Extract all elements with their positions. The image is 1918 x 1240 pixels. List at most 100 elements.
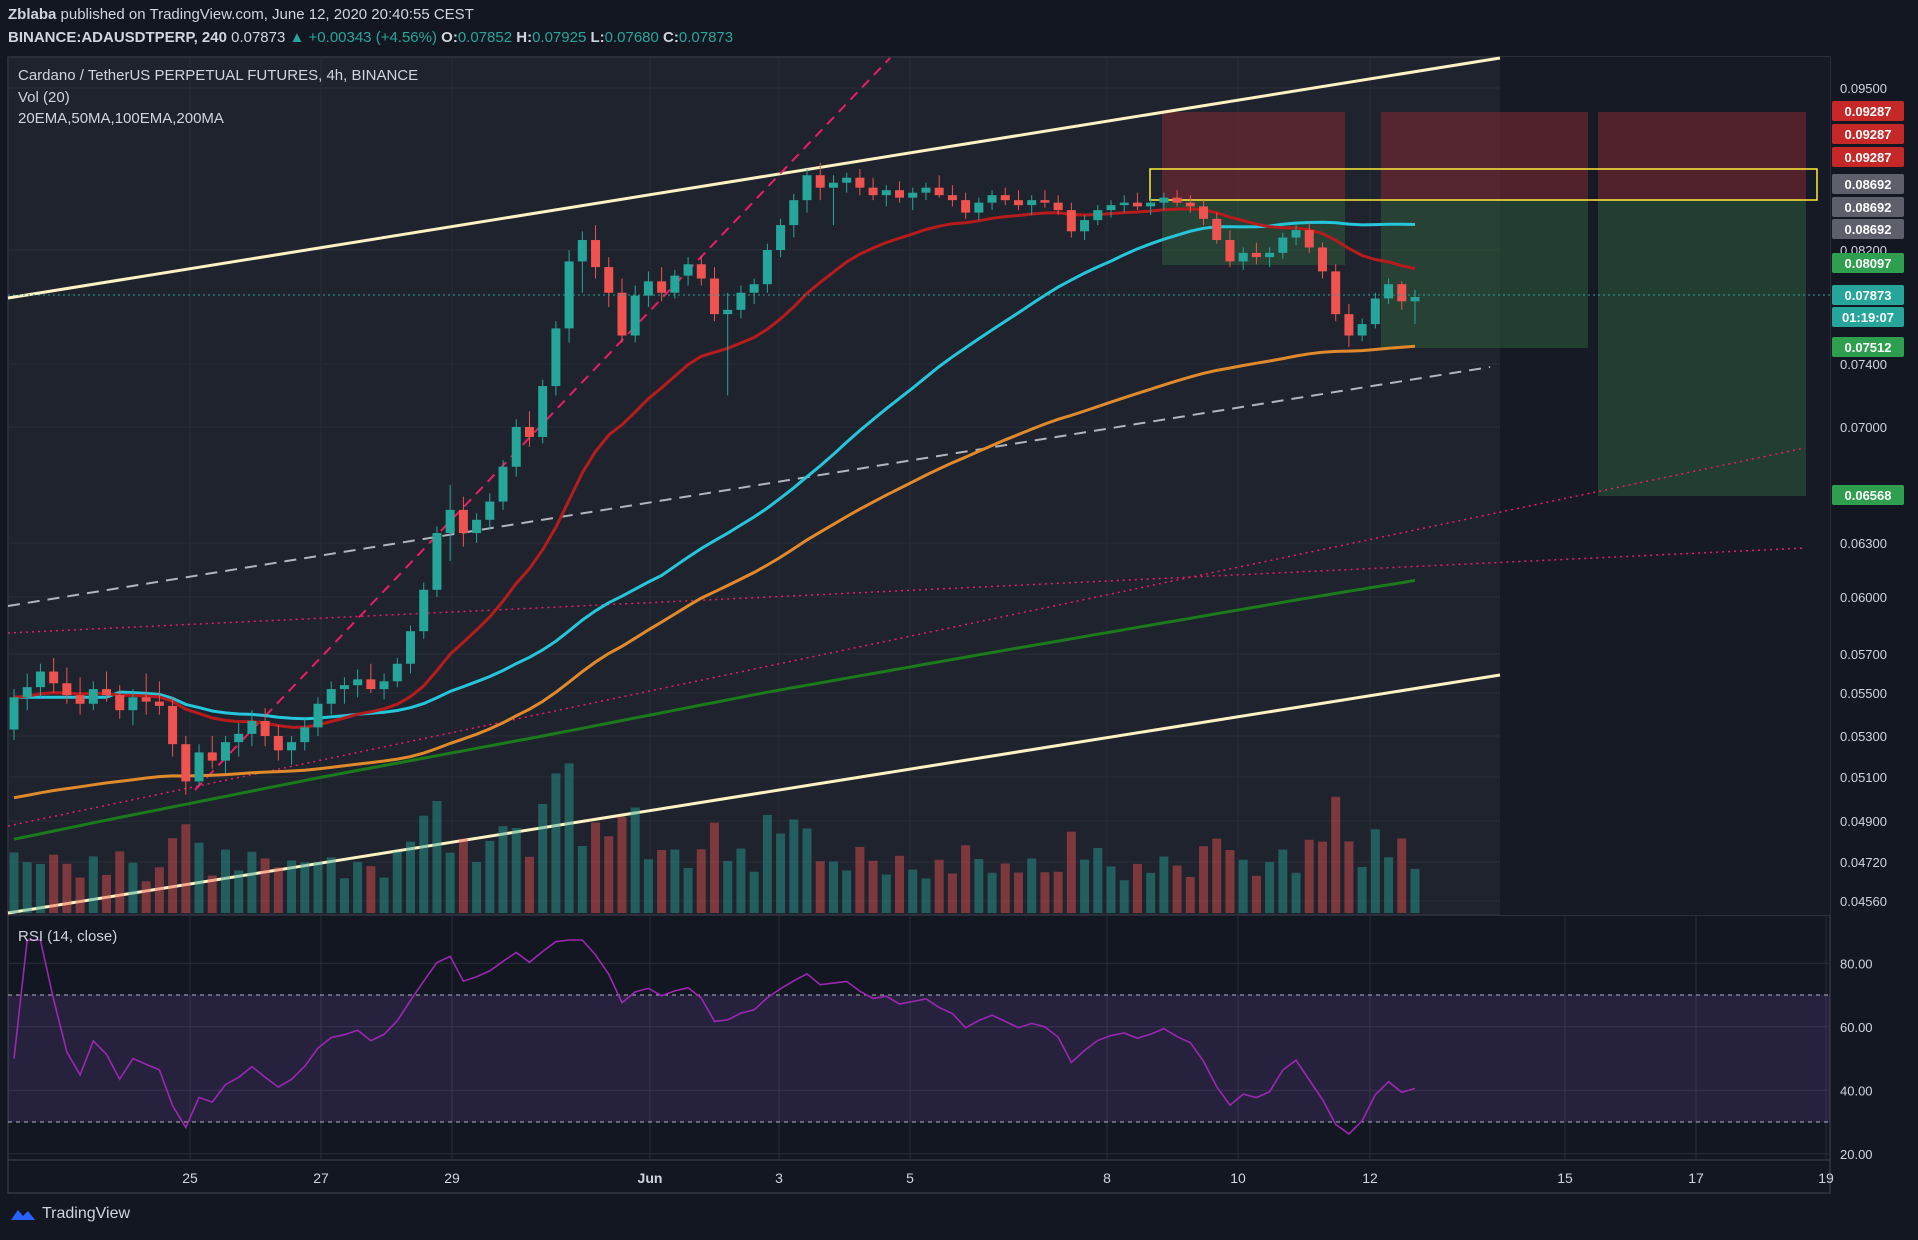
channel-midline — [7, 366, 1491, 607]
candle-body — [1093, 210, 1103, 221]
volume-bar — [366, 866, 376, 913]
candle-body — [670, 275, 680, 293]
price-tag — [1832, 197, 1904, 217]
volume-bar — [1040, 872, 1050, 913]
price-tag — [1832, 485, 1904, 505]
volume-bar — [855, 847, 865, 913]
candle-body — [234, 733, 244, 743]
candle-body — [1291, 230, 1301, 238]
volume-bar — [1159, 856, 1169, 913]
candle-body — [736, 292, 746, 310]
price-tag-label: 0.08692 — [1845, 222, 1892, 237]
price-tag-label: 0.07512 — [1845, 340, 1892, 355]
candle-body — [1106, 205, 1116, 211]
candle-body — [1278, 237, 1288, 253]
candles — [9, 162, 1420, 795]
candle-body — [49, 671, 59, 684]
resistance-zone-box — [1149, 168, 1818, 201]
stop-zone-3 — [1598, 112, 1806, 200]
volume-bar — [987, 872, 997, 913]
volume-bar — [168, 838, 178, 913]
volume-bar — [445, 852, 455, 913]
volume-bar — [604, 836, 614, 913]
high-value: 0.07925 — [532, 29, 587, 46]
candle-body — [947, 195, 957, 201]
time-tick-label: 8 — [1103, 1170, 1111, 1186]
target-zone-2 — [1381, 200, 1588, 348]
volume-bar — [1212, 838, 1222, 913]
candle-body — [472, 519, 482, 534]
candle-body — [194, 752, 204, 782]
volume-bar — [1106, 866, 1116, 913]
candle-body — [379, 681, 389, 690]
stop-zone-1 — [1162, 112, 1345, 200]
parabolic-trendline — [194, 57, 891, 791]
price-tick-label: 0.06000 — [1840, 590, 1887, 605]
volume-bar — [828, 861, 838, 913]
volume-bar — [696, 849, 706, 913]
volume-bar — [815, 861, 825, 913]
volume-bar — [115, 851, 125, 913]
volume-bar — [392, 851, 402, 913]
price-tag-label: 0.09287 — [1845, 150, 1892, 165]
time-tick-label: 17 — [1688, 1170, 1704, 1186]
candle-body — [776, 225, 786, 250]
publish-line: Zblaba published on TradingView.com, Jun… — [8, 6, 474, 23]
candle-body — [300, 727, 310, 743]
candle-body — [75, 695, 85, 704]
volume-bar — [617, 816, 627, 913]
candle-body — [353, 679, 363, 686]
candle-body — [339, 685, 349, 690]
volume-bar — [1304, 839, 1314, 913]
volume-bar — [961, 845, 971, 913]
tradingview-logo-icon — [11, 1210, 35, 1220]
volume-bar — [934, 859, 944, 913]
volume-bar — [643, 859, 653, 913]
candle-body — [604, 267, 614, 293]
candle-body — [1027, 200, 1037, 206]
last-price: 0.07873 — [231, 29, 286, 46]
candle-body — [273, 736, 283, 751]
candle-body — [406, 631, 416, 664]
candle-body — [1066, 210, 1076, 232]
volume-bar — [683, 868, 693, 913]
candle-body — [485, 501, 495, 520]
volume-bar — [154, 867, 164, 913]
price-tick-label: 0.04720 — [1840, 855, 1887, 870]
candle-body — [630, 295, 640, 336]
candle-body — [392, 663, 402, 682]
volume-bar — [1331, 796, 1341, 913]
chart-title: Cardano / TetherUS PERPETUAL FUTURES, 4h… — [18, 67, 419, 84]
volume-bar — [62, 863, 72, 913]
price-tick-label: 0.05500 — [1840, 686, 1887, 701]
candle-body — [128, 697, 138, 711]
candle-body — [88, 689, 98, 704]
volume-bar — [762, 815, 772, 913]
volume-bar — [710, 822, 719, 913]
footer: TradingView — [10, 1205, 130, 1223]
volume-bar — [141, 881, 151, 913]
candle-body — [524, 427, 534, 437]
volume-bar — [670, 849, 680, 913]
volume-bar — [1093, 848, 1103, 913]
candle-body — [934, 187, 944, 196]
candle-body — [657, 281, 667, 293]
volume-bar — [630, 807, 640, 913]
candle-body — [921, 187, 931, 193]
candle-body — [247, 720, 257, 734]
volume-bar — [128, 862, 138, 913]
volume-bar — [947, 873, 957, 913]
publish-info: published on TradingView.com, June 12, 2… — [60, 6, 474, 23]
price-tag-label: 0.06568 — [1845, 488, 1892, 503]
candle-body — [1238, 252, 1248, 262]
candle-body — [22, 687, 32, 698]
volume-bar — [538, 804, 548, 913]
candle-body — [1397, 284, 1407, 302]
rsi-legend: RSI (14, close) — [18, 928, 118, 945]
volume-bar — [326, 857, 336, 913]
volume-bar — [181, 824, 191, 913]
candle-body — [643, 281, 653, 296]
volume-bar — [406, 841, 416, 913]
candle-body — [1040, 200, 1050, 203]
